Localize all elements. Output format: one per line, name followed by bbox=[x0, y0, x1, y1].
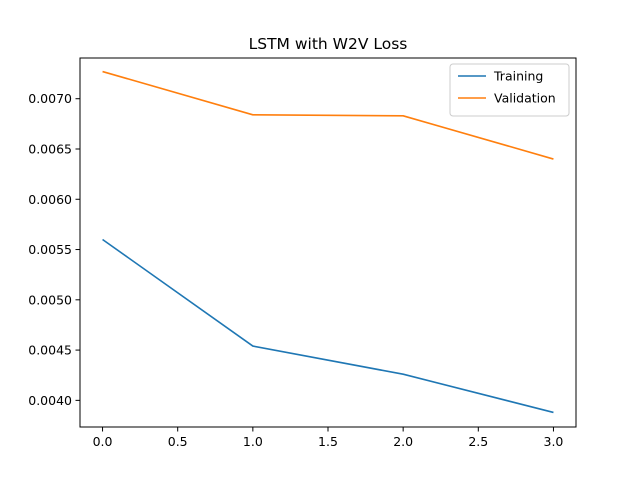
legend: Training Validation bbox=[449, 63, 570, 117]
y-tick-label: 0.0055 bbox=[28, 242, 72, 257]
x-tick-label: 0.5 bbox=[168, 434, 188, 449]
y-tick-label: 0.0065 bbox=[28, 141, 72, 156]
legend-label: Training bbox=[493, 69, 543, 84]
series-line-validation bbox=[102, 70, 554, 160]
y-tick-label: 0.0060 bbox=[28, 192, 72, 207]
series-lines bbox=[102, 70, 554, 414]
x-tick-label: 1.0 bbox=[243, 434, 263, 449]
x-tick-label: 1.5 bbox=[318, 434, 338, 449]
legend-box bbox=[449, 63, 570, 117]
series-line-training bbox=[102, 238, 554, 414]
x-axis: 0.0 0.5 1.0 1.5 2.0 2.5 3.0 bbox=[93, 427, 564, 449]
x-tick-label: 3.0 bbox=[544, 434, 564, 449]
y-tick-label: 0.0070 bbox=[28, 91, 72, 106]
x-tick-label: 0.0 bbox=[93, 434, 113, 449]
y-axis: 0.0040 0.0045 0.0050 0.0055 0.0060 0.0065 0.00… bbox=[28, 91, 80, 408]
legend-label: Validation bbox=[494, 91, 556, 106]
y-tick-label: 0.0050 bbox=[28, 292, 72, 307]
chart-title: LSTM with W2V Loss bbox=[249, 35, 408, 53]
x-tick-label: 2.0 bbox=[393, 434, 413, 449]
plot-area-frame bbox=[79, 57, 577, 428]
x-tick-label: 2.5 bbox=[468, 434, 488, 449]
y-tick-label: 0.0045 bbox=[28, 343, 72, 358]
y-tick-label: 0.0040 bbox=[28, 393, 72, 408]
